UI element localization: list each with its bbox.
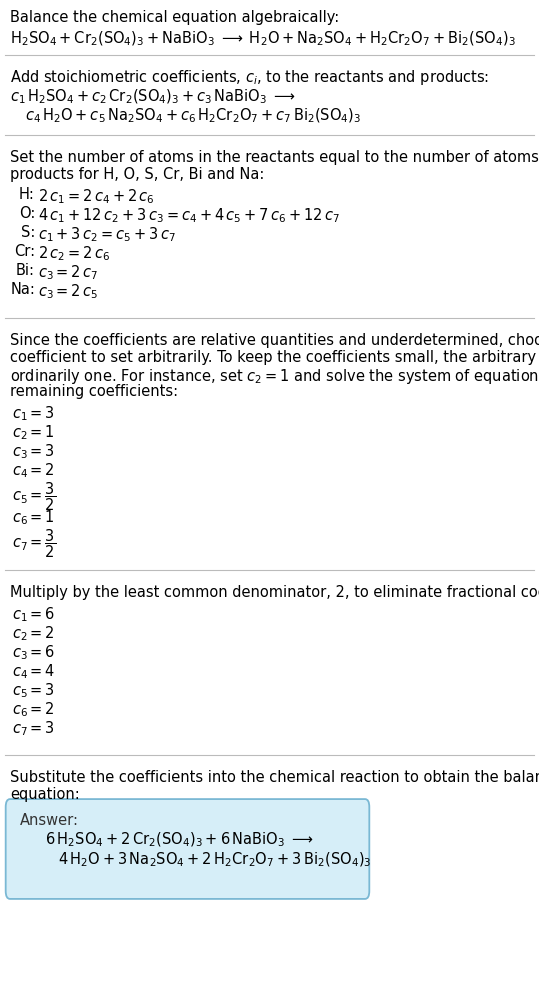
Text: $c_1 = 3$: $c_1 = 3$	[12, 404, 55, 423]
Text: Na:: Na:	[10, 282, 35, 297]
Text: $4\,c_1 + 12\,c_2 + 3\,c_3 = c_4 + 4\,c_5 + 7\,c_6 + 12\,c_7$: $4\,c_1 + 12\,c_2 + 3\,c_3 = c_4 + 4\,c_…	[38, 206, 340, 225]
Text: $c_3 = 2\,c_7$: $c_3 = 2\,c_7$	[38, 263, 98, 282]
Text: Answer:: Answer:	[20, 813, 79, 828]
Text: coefficient to set arbitrarily. To keep the coefficients small, the arbitrary va: coefficient to set arbitrarily. To keep …	[10, 350, 539, 365]
Text: $c_6 = 1$: $c_6 = 1$	[12, 508, 55, 527]
Text: $c_2 = 1$: $c_2 = 1$	[12, 423, 55, 442]
Text: $c_7 = 3$: $c_7 = 3$	[12, 719, 55, 738]
Text: $\mathrm{H_2SO_4 + Cr_2(SO_4)_3 + NaBiO_3}$$\;\longrightarrow\;$$\mathrm{H_2O + : $\mathrm{H_2SO_4 + Cr_2(SO_4)_3 + NaBiO_…	[10, 30, 516, 49]
Text: ordinarily one. For instance, set $c_2 = 1$ and solve the system of equations fo: ordinarily one. For instance, set $c_2 =…	[10, 367, 539, 386]
Text: $c_4\,\mathrm{H_2O} + c_5\,\mathrm{Na_2SO_4} + c_6\,\mathrm{H_2Cr_2O_7} + c_7\,\: $c_4\,\mathrm{H_2O} + c_5\,\mathrm{Na_2S…	[25, 107, 361, 126]
Text: H:: H:	[19, 187, 35, 202]
Text: $c_1 + 3\,c_2 = c_5 + 3\,c_7$: $c_1 + 3\,c_2 = c_5 + 3\,c_7$	[38, 225, 176, 244]
Text: $c_7 = \dfrac{3}{2}$: $c_7 = \dfrac{3}{2}$	[12, 527, 56, 559]
Text: remaining coefficients:: remaining coefficients:	[10, 384, 178, 399]
Text: Add stoichiometric coefficients, $c_i$, to the reactants and products:: Add stoichiometric coefficients, $c_i$, …	[10, 68, 489, 87]
Text: Cr:: Cr:	[14, 244, 35, 259]
Text: $c_3 = 6$: $c_3 = 6$	[12, 643, 56, 661]
Text: equation:: equation:	[10, 787, 80, 802]
Text: $c_1\,\mathrm{H_2SO_4} + c_2\,\mathrm{Cr_2(SO_4)_3} + c_3\,\mathrm{NaBiO_3}\;\lo: $c_1\,\mathrm{H_2SO_4} + c_2\,\mathrm{Cr…	[10, 88, 295, 106]
Text: Balance the chemical equation algebraically:: Balance the chemical equation algebraica…	[10, 10, 339, 25]
Text: $4\,\mathrm{H_2O} + 3\,\mathrm{Na_2SO_4} + 2\,\mathrm{H_2Cr_2O_7} + 3\,\mathrm{B: $4\,\mathrm{H_2O} + 3\,\mathrm{Na_2SO_4}…	[58, 851, 371, 869]
Text: $c_3 = 3$: $c_3 = 3$	[12, 442, 55, 460]
Text: $2\,c_2 = 2\,c_6$: $2\,c_2 = 2\,c_6$	[38, 244, 110, 262]
Text: $c_2 = 2$: $c_2 = 2$	[12, 624, 55, 643]
Text: Substitute the coefficients into the chemical reaction to obtain the balanced: Substitute the coefficients into the che…	[10, 770, 539, 785]
Text: Bi:: Bi:	[16, 263, 35, 278]
Text: $2\,c_1 = 2\,c_4 + 2\,c_6$: $2\,c_1 = 2\,c_4 + 2\,c_6$	[38, 187, 155, 206]
Text: products for H, O, S, Cr, Bi and Na:: products for H, O, S, Cr, Bi and Na:	[10, 167, 264, 182]
Text: $c_4 = 2$: $c_4 = 2$	[12, 461, 55, 480]
Text: Set the number of atoms in the reactants equal to the number of atoms in the: Set the number of atoms in the reactants…	[10, 150, 539, 165]
Text: $c_3 = 2\,c_5$: $c_3 = 2\,c_5$	[38, 282, 98, 301]
Text: $c_4 = 4$: $c_4 = 4$	[12, 662, 56, 681]
Text: $c_5 = \dfrac{3}{2}$: $c_5 = \dfrac{3}{2}$	[12, 480, 56, 513]
Text: $c_1 = 6$: $c_1 = 6$	[12, 605, 56, 624]
Text: $c_5 = 3$: $c_5 = 3$	[12, 681, 55, 700]
Text: Multiply by the least common denominator, 2, to eliminate fractional coefficient: Multiply by the least common denominator…	[10, 585, 539, 600]
Text: S:: S:	[20, 225, 35, 240]
FancyBboxPatch shape	[6, 799, 369, 899]
Text: $c_6 = 2$: $c_6 = 2$	[12, 700, 55, 719]
Text: $6\,\mathrm{H_2SO_4} + 2\,\mathrm{Cr_2(SO_4)_3} + 6\,\mathrm{NaBiO_3}\;\longrigh: $6\,\mathrm{H_2SO_4} + 2\,\mathrm{Cr_2(S…	[45, 831, 314, 849]
Text: Since the coefficients are relative quantities and underdetermined, choose a: Since the coefficients are relative quan…	[10, 333, 539, 348]
Text: O:: O:	[19, 206, 35, 221]
